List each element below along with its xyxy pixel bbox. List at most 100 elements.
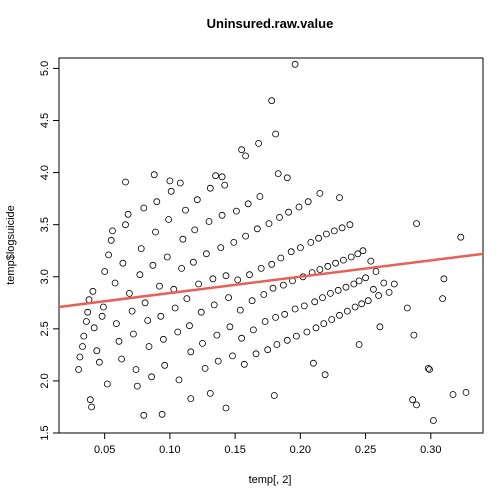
data-point xyxy=(166,177,174,185)
data-point xyxy=(229,352,236,360)
data-point xyxy=(187,395,195,403)
y-axis-label: temp$logsuicide xyxy=(5,205,17,285)
data-point xyxy=(76,353,84,361)
x-tick-label: 0.05 xyxy=(94,444,115,456)
data-point xyxy=(369,285,377,293)
fit-line-group xyxy=(58,252,484,309)
data-point xyxy=(187,348,195,356)
data-point xyxy=(174,328,182,336)
data-point xyxy=(319,294,326,302)
data-point xyxy=(256,193,264,200)
data-point xyxy=(75,366,82,373)
data-point xyxy=(175,376,183,384)
data-point xyxy=(176,179,184,187)
data-point xyxy=(122,178,129,186)
data-point xyxy=(98,312,106,320)
data-point xyxy=(90,324,98,332)
data-point xyxy=(242,152,250,160)
data-point xyxy=(300,302,308,310)
data-point xyxy=(238,334,246,342)
data-point xyxy=(252,350,260,358)
data-point xyxy=(156,282,163,290)
data-point xyxy=(132,366,140,373)
chart-title: Uninsured.raw.value xyxy=(207,16,334,31)
data-point xyxy=(426,366,433,373)
data-point xyxy=(375,292,383,299)
data-point xyxy=(265,220,273,228)
data-point xyxy=(264,346,272,354)
data-point xyxy=(274,170,282,178)
data-point xyxy=(118,355,125,363)
data-point xyxy=(309,359,317,367)
data-point xyxy=(272,313,280,321)
data-point xyxy=(145,343,153,350)
data-point xyxy=(346,221,354,229)
y-tick-label: 2.0 xyxy=(39,373,51,388)
data-point xyxy=(462,388,470,396)
data-point xyxy=(88,403,95,411)
data-point xyxy=(210,301,218,309)
data-point xyxy=(199,339,206,347)
y-tick-label: 3.5 xyxy=(39,217,51,232)
x-axis: 0.05 0.10 0.15 0.20 0.25 0.30 xyxy=(94,433,442,456)
data-point xyxy=(355,341,363,348)
data-point xyxy=(234,276,242,284)
data-point xyxy=(191,226,199,234)
data-point xyxy=(113,320,120,328)
data-point xyxy=(413,401,420,409)
y-axis: 1.5 2.0 2.5 3.0 3.5 4.0 4.5 5.0 xyxy=(39,61,59,441)
data-point xyxy=(201,364,209,372)
data-point xyxy=(287,248,295,256)
data-point xyxy=(152,228,159,236)
data-point xyxy=(334,286,342,294)
data-point xyxy=(149,261,157,269)
data-point xyxy=(159,335,167,343)
data-point xyxy=(338,224,346,232)
data-point xyxy=(144,317,152,324)
data-point xyxy=(350,280,358,288)
data-point xyxy=(105,251,112,259)
data-point xyxy=(354,250,362,258)
data-point xyxy=(292,332,300,340)
data-point xyxy=(89,287,97,295)
data-point xyxy=(206,184,214,192)
data-point xyxy=(165,216,173,223)
data-point xyxy=(107,236,115,244)
data-point xyxy=(260,291,268,298)
data-point xyxy=(240,360,248,368)
data-point xyxy=(244,200,252,208)
data-point xyxy=(157,312,165,320)
data-point xyxy=(315,234,323,242)
data-point xyxy=(330,227,338,235)
data-point xyxy=(424,364,432,372)
data-point xyxy=(206,389,214,397)
data-point xyxy=(232,207,240,215)
data-point xyxy=(376,323,384,331)
y-tick-label: 3.0 xyxy=(39,269,51,284)
y-tick-label: 4.5 xyxy=(39,113,51,128)
data-point xyxy=(372,268,380,275)
x-tick-label: 0.10 xyxy=(159,444,180,456)
data-point xyxy=(221,181,229,189)
data-point xyxy=(413,220,420,228)
data-point xyxy=(248,297,256,305)
data-point xyxy=(270,392,278,399)
data-point xyxy=(429,417,437,424)
data-point xyxy=(141,299,149,307)
data-point xyxy=(336,194,343,202)
data-point xyxy=(342,283,350,291)
data-point xyxy=(93,347,101,355)
data-point xyxy=(205,218,213,225)
data-point xyxy=(364,297,372,305)
data-point xyxy=(133,382,141,390)
data-point xyxy=(218,211,226,219)
data-point xyxy=(255,139,263,147)
data-point xyxy=(380,279,388,287)
data-point xyxy=(140,204,148,212)
data-point xyxy=(296,244,304,252)
data-point xyxy=(261,318,269,325)
data-point xyxy=(140,411,148,419)
data-point xyxy=(193,196,201,204)
data-point xyxy=(355,277,363,285)
